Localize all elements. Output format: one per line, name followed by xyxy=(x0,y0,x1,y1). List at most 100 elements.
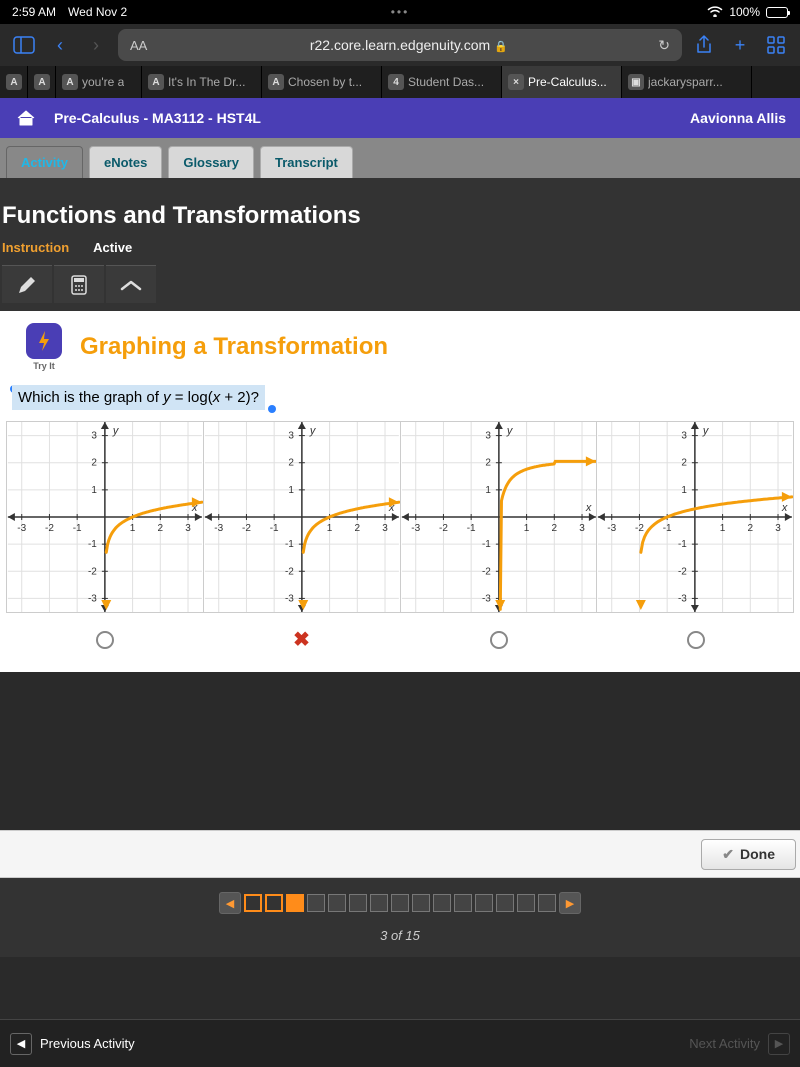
progress-square[interactable] xyxy=(244,894,262,912)
progress-square[interactable] xyxy=(265,894,283,912)
answer-option[interactable] xyxy=(597,627,794,652)
share-button[interactable] xyxy=(690,31,718,59)
browser-tab[interactable]: ▣jackarysparr... xyxy=(622,66,752,98)
graph-option[interactable]: -3-2-1123-3-2-1123yx xyxy=(7,422,204,612)
tab-label: It's In The Dr... xyxy=(168,75,245,89)
radio-button[interactable] xyxy=(687,631,705,649)
svg-text:-3: -3 xyxy=(285,593,294,604)
activity-tab[interactable]: eNotes xyxy=(89,146,162,178)
collapse-tool-icon[interactable] xyxy=(106,265,156,303)
lock-icon: 🔒 xyxy=(494,41,508,53)
svg-text:-1: -1 xyxy=(285,539,294,550)
progress-next-button[interactable]: ▶ xyxy=(559,892,581,914)
svg-text:-2: -2 xyxy=(88,566,97,577)
section-subtab[interactable]: Active xyxy=(93,240,132,255)
svg-text:2: 2 xyxy=(485,458,491,469)
back-button[interactable]: ‹ xyxy=(46,31,74,59)
graph-option[interactable]: -3-2-1123-3-2-1123yx xyxy=(204,422,401,612)
svg-text:1: 1 xyxy=(523,523,529,534)
progress-square[interactable] xyxy=(412,894,430,912)
svg-text:-2: -2 xyxy=(285,566,294,577)
selection-handle-end[interactable] xyxy=(268,405,276,413)
tabs-overview-button[interactable] xyxy=(762,31,790,59)
browser-tab[interactable]: 4Student Das... xyxy=(382,66,502,98)
progress-square[interactable] xyxy=(370,894,388,912)
done-button[interactable]: ✔ Done xyxy=(701,839,796,870)
content-area: Try It Graphing a Transformation Which i… xyxy=(0,311,800,672)
svg-text:-1: -1 xyxy=(663,523,672,534)
new-tab-button[interactable]: + xyxy=(726,31,754,59)
svg-text:1: 1 xyxy=(327,523,333,534)
progress-square[interactable] xyxy=(496,894,514,912)
svg-text:2: 2 xyxy=(682,458,688,469)
browser-tab[interactable]: A xyxy=(28,66,56,98)
svg-text:3: 3 xyxy=(775,523,781,534)
radio-button[interactable] xyxy=(490,631,508,649)
tab-label: Chosen by t... xyxy=(288,75,362,89)
svg-text:1: 1 xyxy=(91,485,97,496)
answer-row: ✖ xyxy=(6,627,794,652)
question-text[interactable]: Which is the graph of y = log(x + 2)? xyxy=(6,389,794,407)
content-heading: Graphing a Transformation xyxy=(80,333,388,361)
browser-tab[interactable]: AIt's In The Dr... xyxy=(142,66,262,98)
svg-text:2: 2 xyxy=(158,523,164,534)
progress-square[interactable] xyxy=(307,894,325,912)
progress-square[interactable] xyxy=(475,894,493,912)
pencil-tool-icon[interactable] xyxy=(2,265,52,303)
progress-square[interactable] xyxy=(391,894,409,912)
activity-tab[interactable]: Activity xyxy=(6,146,83,178)
user-name[interactable]: Aavionna Allis xyxy=(690,110,786,126)
tab-label: you're a xyxy=(82,75,124,89)
tryit-label: Try It xyxy=(33,361,55,371)
url-bar[interactable]: AA r22.core.learn.edgenuity.com 🔒 ↻ xyxy=(118,29,682,61)
progress-prev-button[interactable]: ◀ xyxy=(219,892,241,914)
browser-tab[interactable]: Ayou're a xyxy=(56,66,142,98)
svg-text:1: 1 xyxy=(130,523,136,534)
status-time: 2:59 AM xyxy=(12,5,56,19)
url-text: r22.core.learn.edgenuity.com 🔒 xyxy=(167,37,650,53)
browser-tab[interactable]: A xyxy=(0,66,28,98)
section-area: Functions and Transformations Instructio… xyxy=(0,178,800,311)
svg-text:3: 3 xyxy=(382,523,388,534)
text-size-button[interactable]: AA xyxy=(130,38,147,53)
browser-tab[interactable]: AChosen by t... xyxy=(262,66,382,98)
svg-text:1: 1 xyxy=(720,523,726,534)
lightning-icon xyxy=(26,323,62,359)
browser-tab[interactable]: ×Pre-Calculus... xyxy=(502,66,622,98)
progress-area: ◀▶ 3 of 15 xyxy=(0,878,800,957)
graph-option[interactable]: -3-2-1123-3-2-1123yx xyxy=(597,422,793,612)
calculator-tool-icon[interactable] xyxy=(54,265,104,303)
section-subtab[interactable]: Instruction xyxy=(2,240,69,255)
progress-square[interactable] xyxy=(517,894,535,912)
svg-text:-2: -2 xyxy=(678,566,687,577)
progress-squares: ◀▶ xyxy=(0,892,800,914)
radio-button[interactable] xyxy=(96,631,114,649)
activity-tab[interactable]: Glossary xyxy=(168,146,254,178)
progress-square[interactable] xyxy=(433,894,451,912)
home-icon[interactable] xyxy=(14,106,38,130)
svg-text:-1: -1 xyxy=(73,523,82,534)
activity-tab[interactable]: Transcript xyxy=(260,146,353,178)
svg-text:x: x xyxy=(584,502,591,514)
answer-option[interactable] xyxy=(6,627,203,652)
answer-option[interactable]: ✖ xyxy=(203,627,400,652)
sidebar-toggle-icon[interactable] xyxy=(10,31,38,59)
graph-option[interactable]: -3-2-1123-3-2-1123yx xyxy=(401,422,598,612)
previous-activity-button[interactable]: ◀ Previous Activity xyxy=(10,1033,135,1055)
tool-row xyxy=(2,255,798,303)
progress-square[interactable] xyxy=(328,894,346,912)
course-header: Pre-Calculus - MA3112 - HST4L Aavionna A… xyxy=(0,98,800,138)
reload-button[interactable]: ↻ xyxy=(658,37,670,54)
svg-text:1: 1 xyxy=(288,485,294,496)
progress-square[interactable] xyxy=(349,894,367,912)
wrong-icon: ✖ xyxy=(293,627,310,652)
answer-option[interactable] xyxy=(400,627,597,652)
graph-options: -3-2-1123-3-2-1123yx-3-2-1123-3-2-1123yx… xyxy=(6,421,794,613)
progress-square[interactable] xyxy=(454,894,472,912)
svg-text:-2: -2 xyxy=(438,523,447,534)
progress-square[interactable] xyxy=(538,894,556,912)
svg-text:-1: -1 xyxy=(466,523,475,534)
battery-icon xyxy=(766,7,788,18)
progress-square[interactable] xyxy=(286,894,304,912)
svg-text:2: 2 xyxy=(288,458,294,469)
